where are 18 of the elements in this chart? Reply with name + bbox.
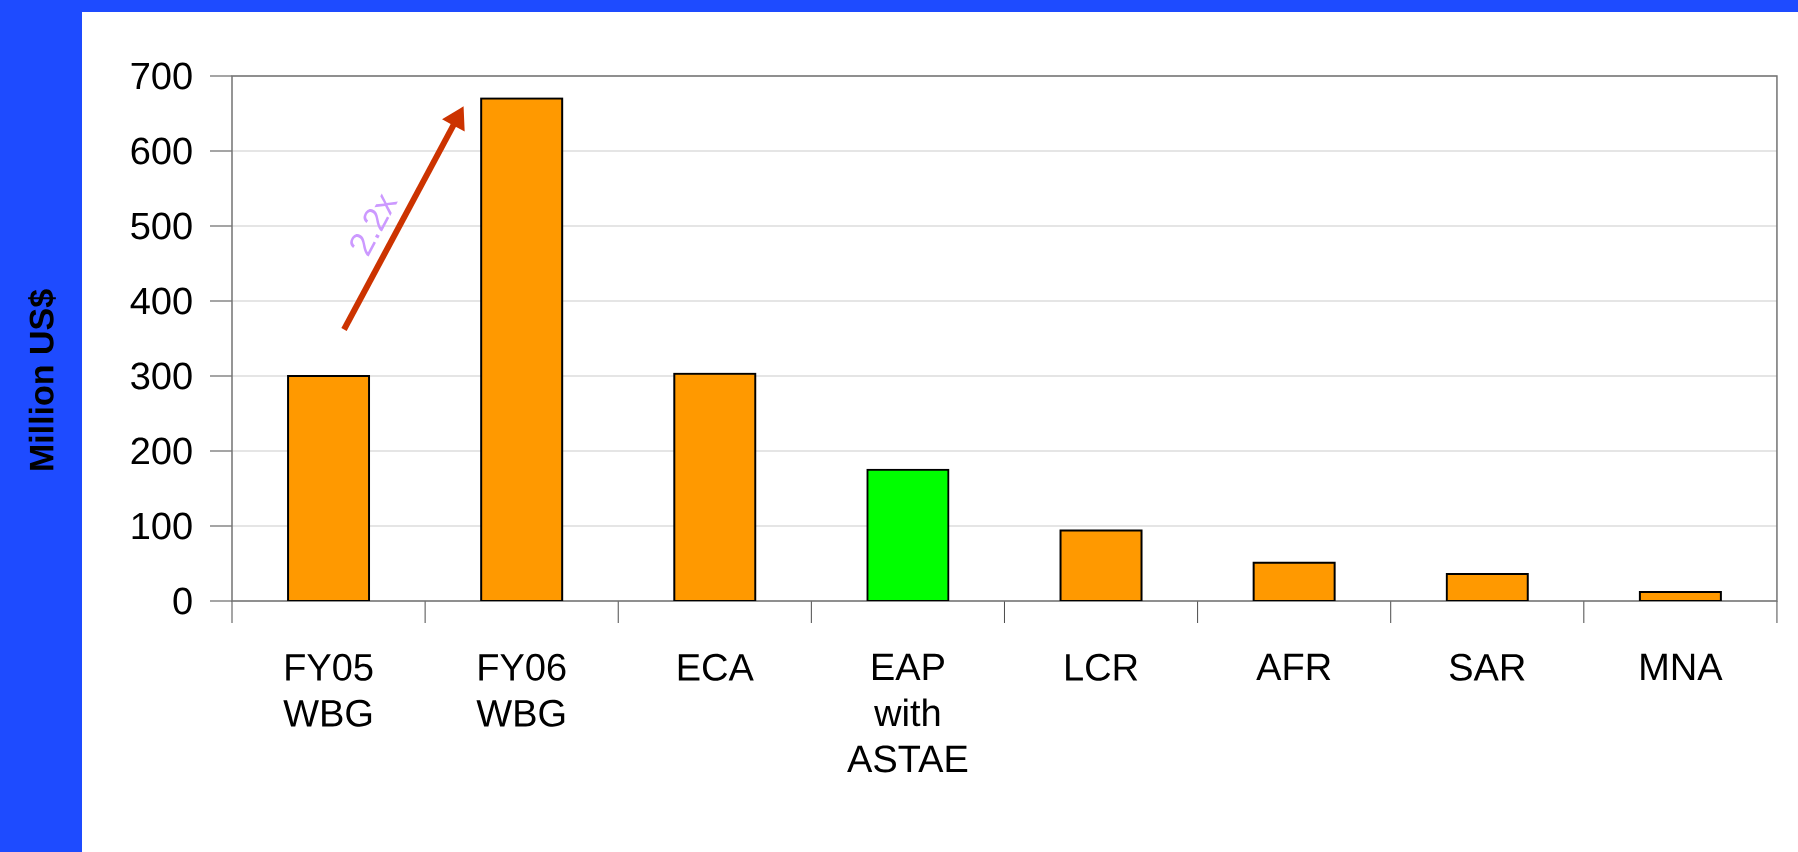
x-tick-label: SAR — [1449, 653, 1525, 681]
x-tick-label: LCR — [1066, 653, 1138, 681]
y-tick-label: 300 — [131, 362, 192, 390]
x-tick-label: MNA — [1641, 653, 1723, 681]
x-tick-label: EAP with ASTAE — [847, 653, 968, 773]
x-tick-label: FY05 WBG — [283, 653, 373, 727]
y-tick-label: 100 — [132, 512, 192, 540]
y-tick-label: 600 — [131, 137, 192, 165]
x-tick-label: ECA — [678, 653, 754, 681]
annotation: 2.2x — [350, 193, 398, 257]
y-tick-label: 0 — [173, 587, 192, 615]
y-tick-label: 500 — [131, 212, 192, 240]
y-tick-label: 200 — [131, 437, 192, 465]
y-tick-label: 700 — [131, 62, 192, 90]
y-tick-label: 400 — [130, 287, 192, 315]
y-axis-title: Million US$ — [28, 289, 56, 470]
x-tick-label: FY06 WBG — [476, 653, 566, 727]
x-tick-label: AFR — [1256, 653, 1331, 681]
